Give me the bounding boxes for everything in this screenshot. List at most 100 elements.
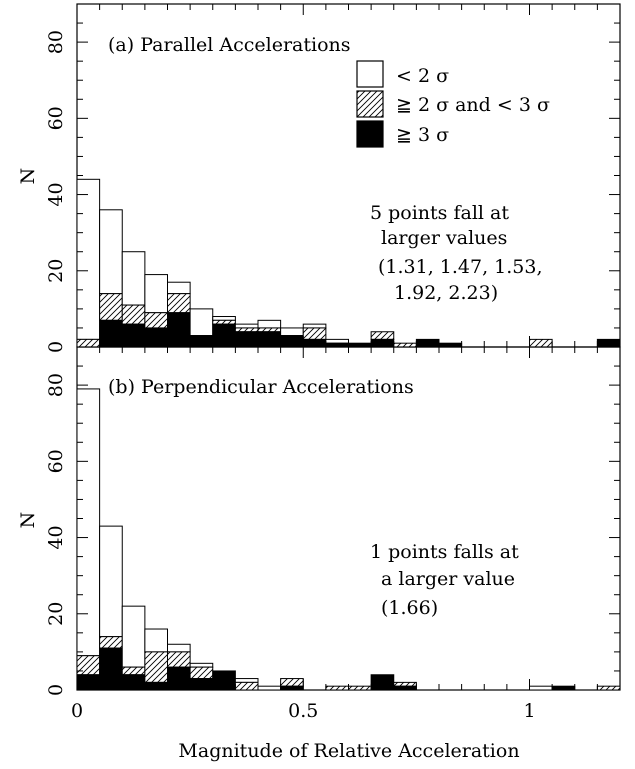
bar-parallel-hatched-3 xyxy=(144,312,168,329)
panel-perpendicular-axes: 0 20 40 60 80 0 0.5 1 xyxy=(45,346,621,722)
bar-perpendicular-hatched-12 xyxy=(348,685,372,691)
panel-perpendicular-title: (b) Perpendicular Accelerations xyxy=(108,376,414,398)
bar-parallel-hatched-20 xyxy=(529,338,553,348)
bar-perpendicular-solid-9 xyxy=(280,685,304,691)
bar-perpendicular-hatched-5 xyxy=(189,666,214,680)
x-axis-label: Magnitude of Relative Acceleration xyxy=(178,740,519,762)
bar-perpendicular-solid-1 xyxy=(99,647,123,691)
bar-parallel-solid-7 xyxy=(234,331,259,348)
bar-perpendicular-solid-4 xyxy=(167,666,191,691)
bar-parallel-hatched-1 xyxy=(99,293,123,321)
bar-perpendicular-open-1 xyxy=(99,525,123,638)
bar-parallel-solid-13 xyxy=(370,338,395,348)
bar-parallel-open-1 xyxy=(99,209,123,295)
bar-perpendicular-hatched-7 xyxy=(234,681,259,691)
bar-parallel-solid-15 xyxy=(415,338,440,348)
bar-perpendicular-solid-6 xyxy=(212,670,236,691)
y-axis-label-parallel: N xyxy=(17,168,39,185)
y-tick-label-parallel: 80 xyxy=(45,30,67,54)
y-tick-label-perpendicular: 60 xyxy=(45,449,67,473)
annotation-perpendicular-line3: (1.66) xyxy=(381,597,438,619)
bar-parallel-hatched-0 xyxy=(76,338,101,348)
bar-parallel-hatched-8 xyxy=(257,327,282,333)
bar-parallel-hatched-2 xyxy=(121,304,146,325)
bar-perpendicular-open-2 xyxy=(121,605,146,668)
annotation-parallel-line3: (1.31, 1.47, 1.53, xyxy=(378,256,543,278)
annotation-parallel-line2: larger values xyxy=(381,227,507,249)
bar-perpendicular-hatched-2 xyxy=(121,666,146,676)
bar-perpendicular-hatched-1 xyxy=(99,636,123,649)
annotation-perpendicular-line1: 1 points falls at xyxy=(370,541,519,563)
bar-perpendicular-hatched-11 xyxy=(325,685,349,691)
bar-perpendicular-solid-3 xyxy=(144,681,168,691)
x-tick-label: 0.5 xyxy=(288,700,318,722)
bar-perpendicular-solid-14 xyxy=(393,685,417,691)
bar-parallel-open-2 xyxy=(121,251,146,306)
bar-parallel-hatched-13 xyxy=(370,331,395,340)
y-tick-label-parallel: 40 xyxy=(45,182,67,206)
bar-perpendicular-hatched-23 xyxy=(596,685,621,691)
bar-perpendicular-open-7 xyxy=(234,678,259,683)
bar-parallel-open-6 xyxy=(212,316,236,321)
bar-parallel-solid-3 xyxy=(144,327,168,348)
bar-perpendicular-solid-21 xyxy=(551,685,576,691)
annotation-perpendicular-line2: a larger value xyxy=(381,568,515,590)
bar-parallel-solid-9 xyxy=(280,335,304,348)
bar-perpendicular-solid-2 xyxy=(121,674,146,691)
legend-label-hatched: ≧ 2 σ and < 3 σ xyxy=(396,94,550,116)
x-tick-label: 1 xyxy=(523,700,535,722)
annotation-parallel-line4: 1.92, 2.23) xyxy=(394,282,498,304)
bar-parallel-hatched-10 xyxy=(302,327,327,340)
bar-parallel-open-7 xyxy=(234,323,259,329)
bar-parallel-open-11 xyxy=(325,338,349,344)
panel-perpendicular: 0 20 40 60 80 0 0.5 1 (b) Perpendicular Acceler… xyxy=(45,346,621,722)
bar-parallel-solid-4 xyxy=(167,312,191,348)
panel-parallel-title: (a) Parallel Accelerations xyxy=(108,34,351,56)
bar-perpendicular-hatched-3 xyxy=(144,651,168,683)
bar-perpendicular-open-8 xyxy=(257,685,282,691)
bar-perpendicular-open-3 xyxy=(144,628,168,653)
y-tick-label-perpendicular: 80 xyxy=(45,373,67,397)
legend-label-open: < 2 σ xyxy=(396,65,449,87)
bar-parallel-solid-10 xyxy=(302,338,327,348)
bar-parallel-open-10 xyxy=(302,323,327,329)
y-tick-label-parallel: 0 xyxy=(45,341,67,353)
bar-parallel-hatched-4 xyxy=(167,293,191,314)
bar-perpendicular-open-4 xyxy=(167,643,191,653)
bar-parallel-solid-23 xyxy=(596,338,621,348)
bar-parallel-solid-1 xyxy=(99,319,123,348)
bar-parallel-solid-5 xyxy=(189,335,214,348)
bar-parallel-open-3 xyxy=(144,274,168,314)
y-tick-label-perpendicular: 40 xyxy=(45,525,67,549)
bar-perpendicular-solid-0 xyxy=(76,674,101,691)
bar-parallel-solid-8 xyxy=(257,331,282,348)
bar-perpendicular-open-0 xyxy=(76,388,101,657)
bar-parallel-open-9 xyxy=(280,327,304,337)
y-tick-label-parallel: 20 xyxy=(45,259,67,283)
bar-parallel-open-8 xyxy=(257,319,282,329)
bar-parallel-open-5 xyxy=(189,308,214,337)
y-tick-label-perpendicular: 20 xyxy=(45,602,67,626)
panel-parallel: 0 20 40 60 80 (a) Parallel Accelerations 5 p… xyxy=(45,3,621,353)
bar-perpendicular-hatched-14 xyxy=(393,681,417,687)
panel-parallel-axes: 0 20 40 60 80 xyxy=(45,3,621,353)
legend-label-solid: ≧ 3 σ xyxy=(396,124,449,146)
bar-parallel-open-4 xyxy=(167,281,191,295)
bar-parallel-solid-6 xyxy=(212,323,236,348)
x-tick-label: 0 xyxy=(71,700,83,722)
bar-parallel-solid-2 xyxy=(121,323,146,348)
bar-perpendicular-hatched-4 xyxy=(167,651,191,668)
bar-perpendicular-open-5 xyxy=(189,662,214,668)
bar-perpendicular-hatched-9 xyxy=(280,678,304,687)
y-axis-label-perpendicular: N xyxy=(17,512,39,529)
y-tick-label-parallel: 60 xyxy=(45,106,67,130)
panel-perpendicular-bars xyxy=(76,388,621,691)
annotation-parallel-line1: 5 points fall at xyxy=(370,202,509,224)
bar-perpendicular-solid-13 xyxy=(370,674,395,691)
panel-parallel-bars xyxy=(76,178,621,348)
bar-parallel-hatched-7 xyxy=(234,327,259,333)
legend: < 2 σ ≧ 2 σ and < 3 σ ≧ 3 σ xyxy=(356,60,550,148)
bar-parallel-open-0 xyxy=(76,178,101,340)
bar-perpendicular-hatched-0 xyxy=(76,655,101,676)
